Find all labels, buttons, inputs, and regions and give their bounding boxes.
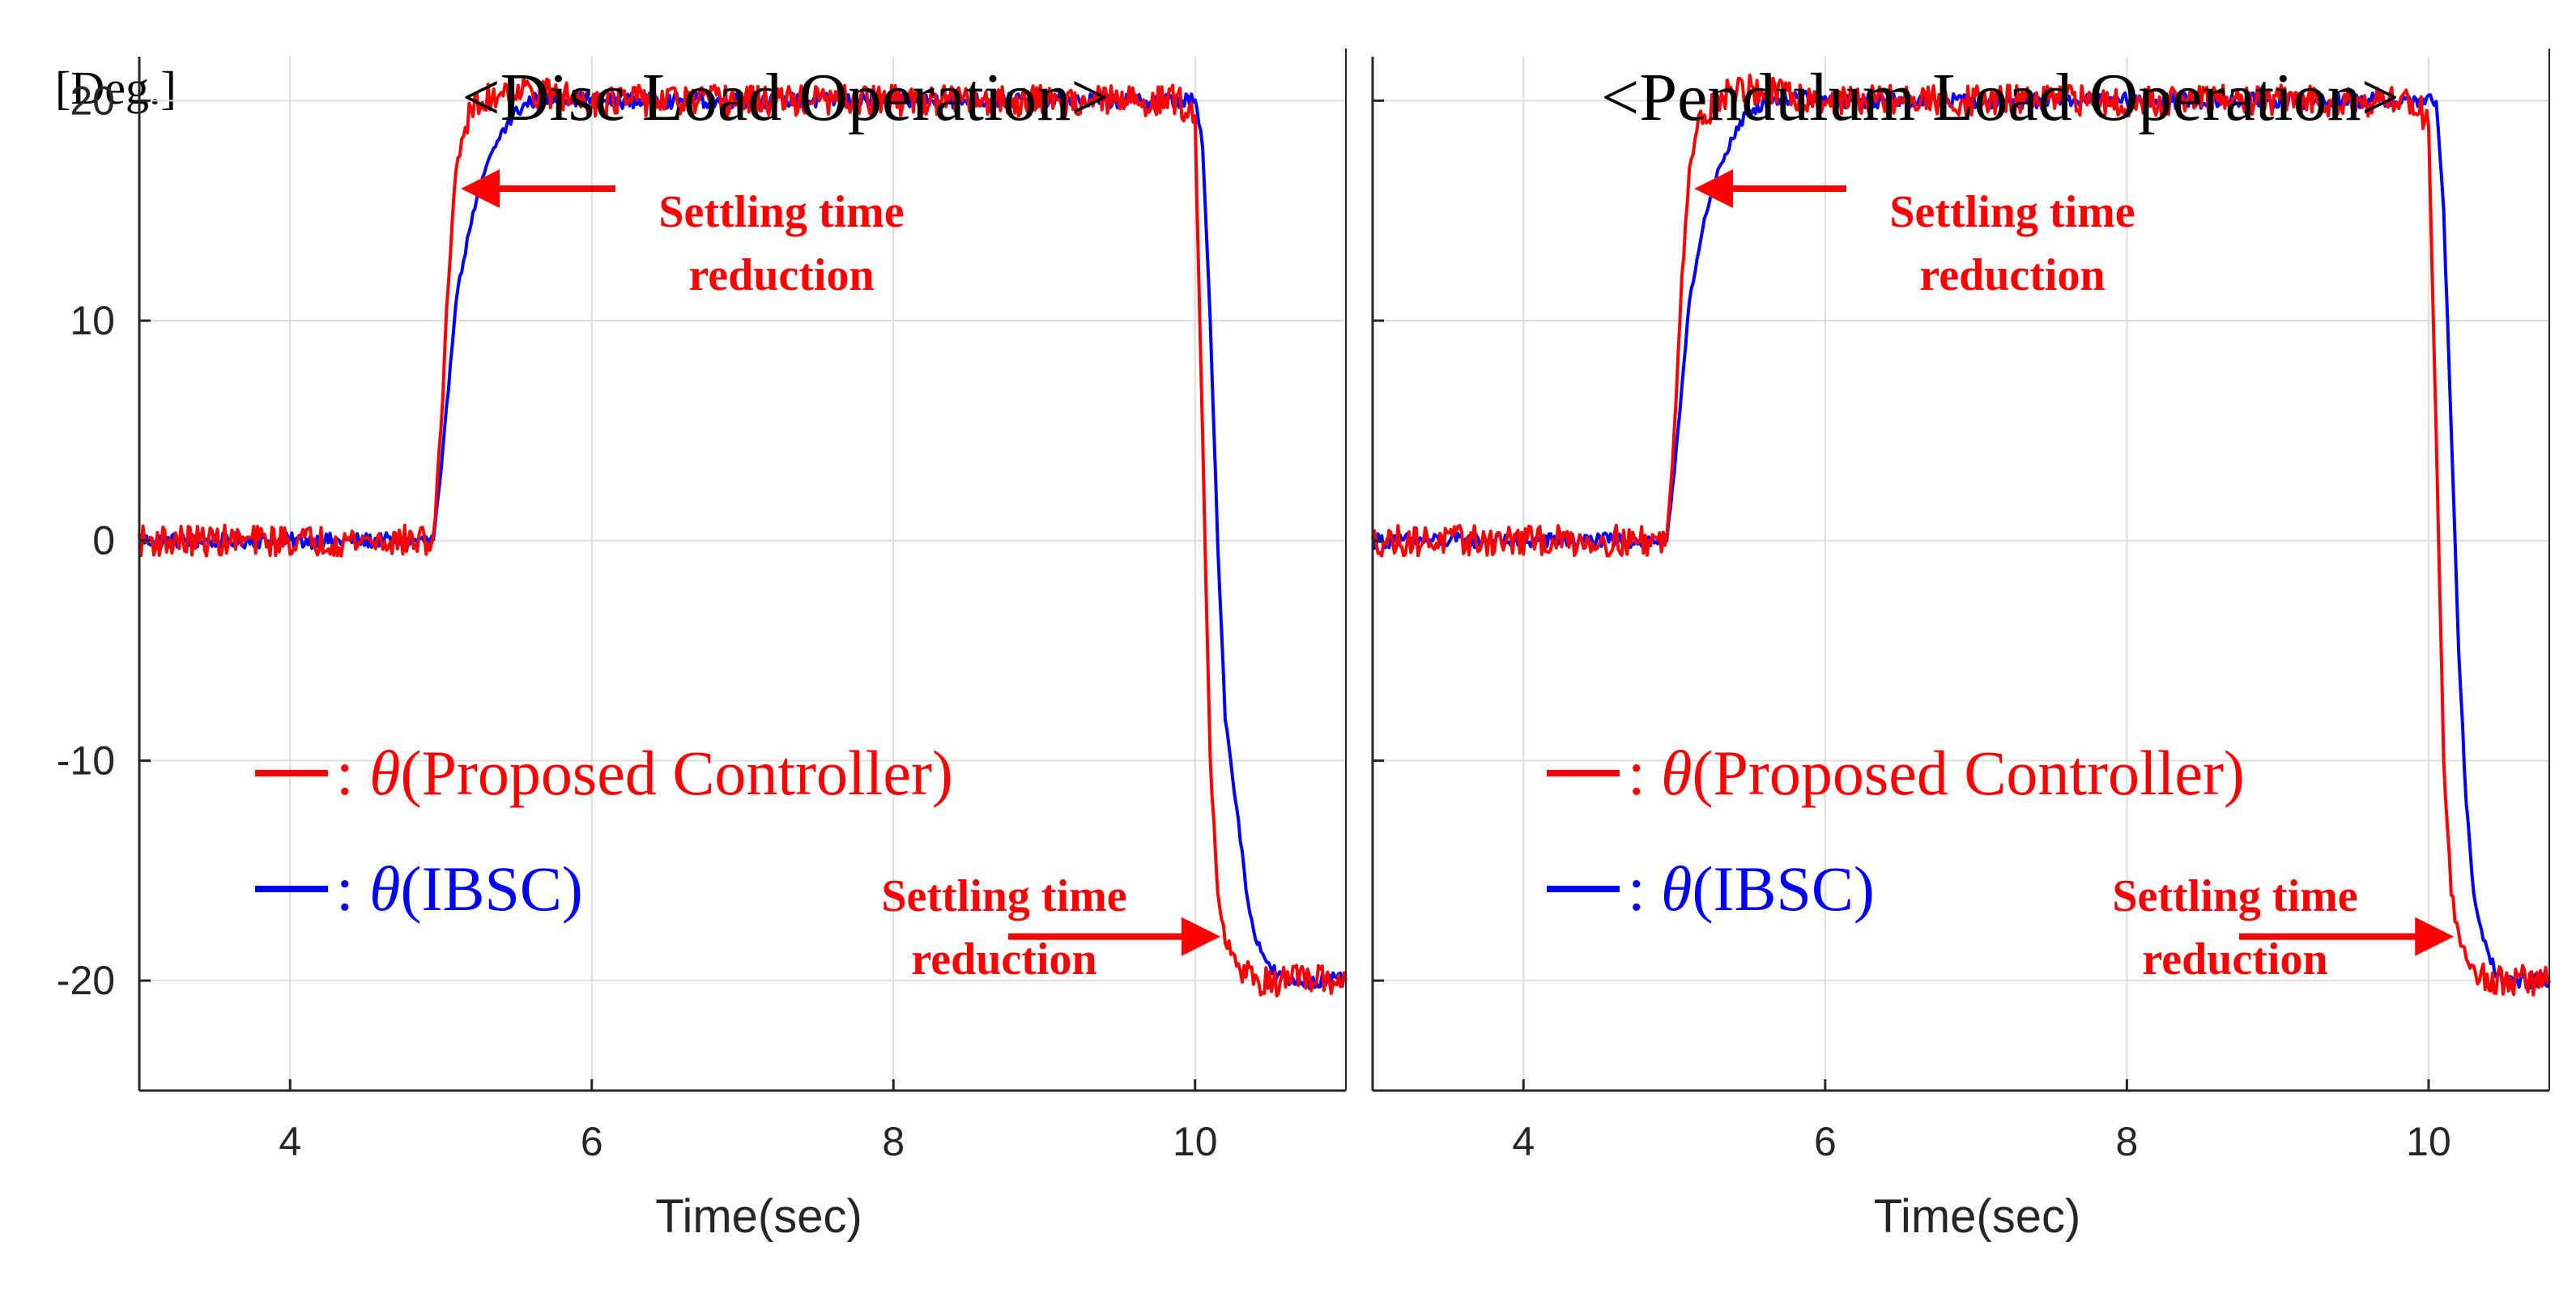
x-tick-label: 6 — [1814, 1119, 1837, 1164]
x-tick-label: 8 — [882, 1119, 905, 1164]
x-tick-label: 10 — [1173, 1119, 1218, 1164]
annotation-settling-time: Settling time reduction — [461, 169, 905, 300]
y-tick-label: 20 — [70, 78, 115, 123]
annotation-line2: reduction — [688, 250, 874, 300]
series-line-proposed — [1371, 73, 2551, 997]
x-axis-title: Time(sec) — [655, 1190, 862, 1243]
annotation-line2: reduction — [2142, 934, 2327, 985]
annotation-line2: reduction — [1919, 250, 2105, 300]
annotation-settling-time: Settling time reduction — [2112, 871, 2455, 985]
annotation-line2: reduction — [911, 934, 1096, 985]
legend: : θ(Proposed Controller) : θ(IBSC) — [1547, 738, 2245, 924]
panel-title: <Disc Load Operation> — [462, 60, 1109, 135]
y-tick-label: 10 — [70, 298, 115, 343]
x-tick-label: 10 — [2406, 1119, 2451, 1164]
panel-title: <Pendulum Load Operation> — [1601, 60, 2399, 135]
legend-label-ibsc: : θ(IBSC) — [336, 853, 583, 924]
annotation-settling-time: Settling time reduction — [1694, 169, 2135, 300]
y-tick-label: 0 — [92, 518, 115, 564]
annotation-settling-time: Settling time reduction — [881, 871, 1220, 985]
legend-label-ibsc: : θ(IBSC) — [1628, 853, 1875, 924]
annotation-line1: Settling time — [881, 871, 1126, 921]
series-group — [138, 77, 1348, 997]
legend: : θ(Proposed Controller) : θ(IBSC) — [255, 738, 953, 924]
legend-label-proposed: : θ(Proposed Controller) — [1628, 738, 2245, 808]
x-tick-label: 8 — [2116, 1119, 2139, 1164]
y-unit-label: [Deg.] — [55, 62, 177, 114]
x-tick-label: 6 — [581, 1119, 603, 1164]
annotation-line1: Settling time — [2112, 871, 2357, 921]
annotation-line1: Settling time — [658, 187, 904, 237]
legend-label-proposed: : θ(Proposed Controller) — [336, 738, 953, 808]
x-axis-title: Time(sec) — [1874, 1190, 2081, 1243]
grid — [139, 57, 1346, 1091]
y-tick-label: -20 — [57, 958, 115, 1003]
series-group — [1371, 73, 2551, 997]
annotation-line1: Settling time — [1889, 187, 2135, 237]
panel-disc-load: 4 6 8 10 20 10 0 -10 -20 Time(sec) <Disc Load Oper… — [57, 49, 1348, 1243]
y-tick-label: -10 — [57, 738, 115, 783]
x-tick-label: 4 — [1512, 1119, 1535, 1164]
series-line-proposed — [138, 77, 1348, 997]
x-tick-label: 4 — [279, 1119, 301, 1164]
panel-pendulum-load: 4 6 8 10 Time(sec) <Pendulum Load Operation>:… — [1371, 49, 2551, 1243]
